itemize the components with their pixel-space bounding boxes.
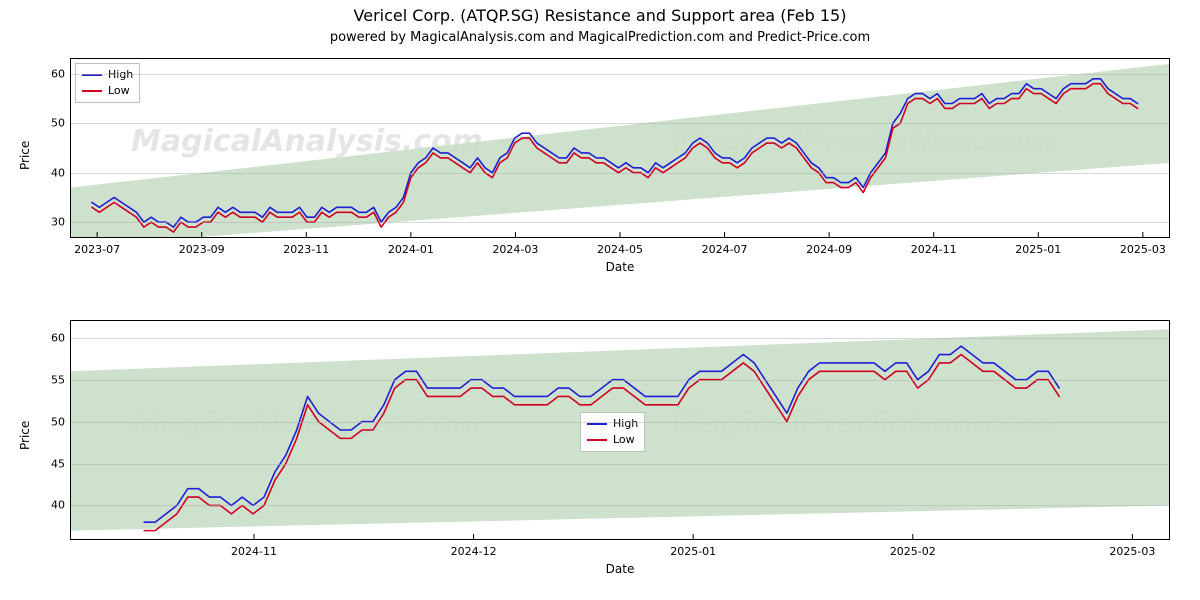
page: { "title": "Vericel Corp. (ATQP.SG) Resi… bbox=[0, 0, 1200, 600]
gridline bbox=[71, 74, 1169, 75]
x-tick-label: 2025-01 bbox=[1015, 237, 1061, 256]
x-tick-label: 2024-01 bbox=[388, 237, 434, 256]
y-tick-label: 30 bbox=[25, 216, 71, 229]
gridline bbox=[71, 380, 1169, 381]
legend-label: Low bbox=[613, 432, 635, 448]
x-axis-label-bottom: Date bbox=[70, 562, 1170, 576]
chart-top: MagicalAnalysis.com MagicalPrediction.co… bbox=[70, 58, 1170, 238]
legend-swatch bbox=[587, 439, 607, 441]
chart-subtitle: powered by MagicalAnalysis.com and Magic… bbox=[0, 30, 1200, 45]
legend-swatch bbox=[587, 423, 607, 425]
chart-plot-top bbox=[71, 59, 1169, 237]
x-tick-label: 2025-03 bbox=[1120, 237, 1166, 256]
legend-swatch bbox=[82, 90, 102, 92]
x-tick-label: 2024-11 bbox=[231, 539, 277, 558]
legend-item: Low bbox=[82, 83, 133, 99]
gridline bbox=[71, 338, 1169, 339]
gridline bbox=[71, 464, 1169, 465]
gridline bbox=[71, 422, 1169, 423]
legend-item: Low bbox=[587, 432, 638, 448]
x-tick-label: 2025-02 bbox=[890, 539, 936, 558]
x-tick-label: 2023-11 bbox=[283, 237, 329, 256]
x-axis-label-top: Date bbox=[70, 260, 1170, 274]
legend-bottom: HighLow bbox=[580, 412, 645, 452]
x-tick-label: 2023-09 bbox=[179, 237, 225, 256]
x-tick-label: 2024-09 bbox=[806, 237, 852, 256]
y-tick-label: 55 bbox=[25, 373, 71, 386]
y-axis-label-top: Price bbox=[18, 150, 32, 170]
legend-item: High bbox=[587, 416, 638, 432]
y-axis-label-bottom: Price bbox=[18, 430, 32, 450]
x-tick-label: 2024-12 bbox=[451, 539, 497, 558]
x-tick-label: 2024-03 bbox=[492, 237, 538, 256]
gridline bbox=[71, 173, 1169, 174]
y-tick-label: 45 bbox=[25, 457, 71, 470]
y-tick-label: 40 bbox=[25, 499, 71, 512]
legend-item: High bbox=[82, 67, 133, 83]
legend-label: Low bbox=[108, 83, 130, 99]
x-tick-label: 2024-05 bbox=[597, 237, 643, 256]
x-tick-label: 2025-03 bbox=[1109, 539, 1155, 558]
y-tick-label: 60 bbox=[25, 331, 71, 344]
gridline bbox=[71, 505, 1169, 506]
x-tick-label: 2024-07 bbox=[702, 237, 748, 256]
chart-bottom: MagicalAnalysis.com MagicalPrediction.co… bbox=[70, 320, 1170, 540]
legend-top: HighLow bbox=[75, 63, 140, 103]
x-tick-label: 2025-01 bbox=[670, 539, 716, 558]
y-tick-label: 60 bbox=[25, 67, 71, 80]
y-tick-label: 50 bbox=[25, 117, 71, 130]
x-tick-label: 2023-07 bbox=[74, 237, 120, 256]
chart-title: Vericel Corp. (ATQP.SG) Resistance and S… bbox=[0, 6, 1200, 25]
x-tick-label: 2024-11 bbox=[911, 237, 957, 256]
gridline bbox=[71, 222, 1169, 223]
gridline bbox=[71, 123, 1169, 124]
legend-label: High bbox=[613, 416, 638, 432]
legend-label: High bbox=[108, 67, 133, 83]
